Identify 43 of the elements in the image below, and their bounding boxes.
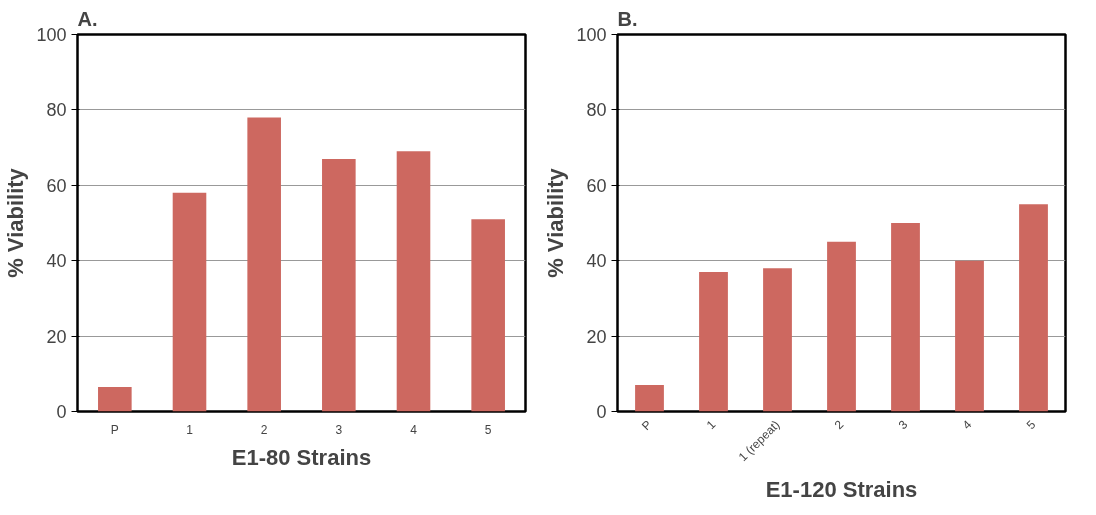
x-tick-label: P [110,422,119,437]
x-tick-label: P [638,417,655,434]
y-tick-label: 20 [46,326,67,347]
bar [955,260,984,412]
y-tick-label: 40 [586,251,607,272]
y-tick-label: 0 [596,402,607,422]
x-tick-label: 3 [895,417,911,433]
x-tick-label: 2 [260,422,268,437]
bar [635,385,664,412]
x-tick-label: 1 [703,417,719,433]
x-tick-label: 4 [959,417,975,433]
x-tick-label: 2 [831,417,847,433]
bar [471,219,505,412]
y-tick-label: 20 [586,326,607,347]
y-tick-label: 80 [46,100,67,121]
chart-title: B. [617,7,638,30]
x-tick-label: 5 [1023,417,1039,433]
y-axis-title: % Viability [3,167,29,278]
x-axis-title: E1-120 Strains [765,477,918,503]
bar [98,386,132,412]
y-tick-label: 80 [586,100,607,121]
y-tick-label: 100 [36,25,67,45]
bar [891,223,920,412]
bar [247,117,281,412]
x-tick-label: 1 [186,422,194,437]
chart-title: A. [77,7,98,30]
y-tick-label: 100 [576,25,607,45]
bar [1019,204,1048,412]
bar [172,192,207,412]
y-tick-label: 40 [46,251,67,272]
y-axis-title: % Viability [543,167,569,278]
x-tick-label: 3 [335,422,343,437]
y-tick-label: 60 [586,175,607,196]
y-tick-label: 60 [46,175,67,196]
bar [699,272,728,412]
bar [322,158,356,412]
bar [396,151,431,412]
bar [763,268,792,412]
x-tick-label: 5 [484,422,492,437]
x-tick-label: 4 [410,422,418,437]
x-axis-title: E1-80 Strains [231,444,372,470]
bar [827,241,856,412]
y-tick-label: 0 [56,402,67,422]
